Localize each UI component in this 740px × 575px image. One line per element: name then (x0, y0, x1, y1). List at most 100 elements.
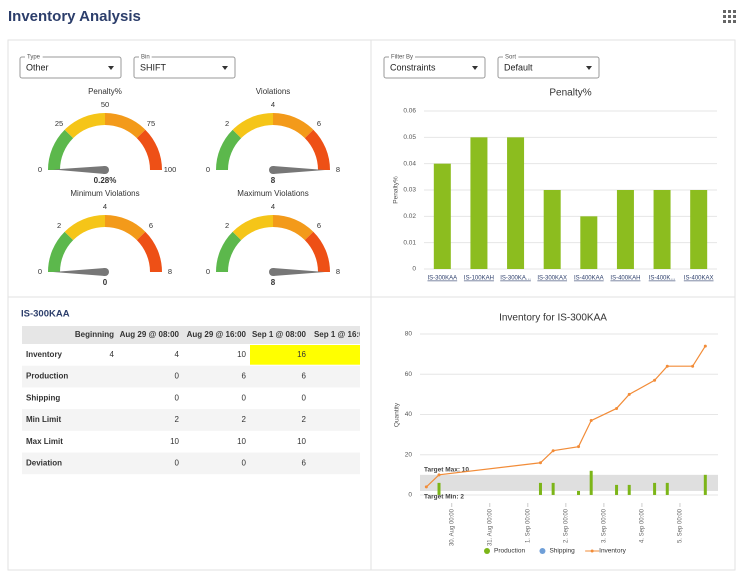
gauge-band (233, 113, 273, 138)
chart-title: Inventory for IS-300KAA (499, 313, 607, 324)
gauge-band (105, 113, 145, 138)
gauge-hub (269, 268, 277, 276)
gauge-hub (269, 166, 277, 174)
cell: 6 (242, 372, 247, 381)
gauge-tick-label: 50 (101, 100, 109, 109)
x-tick-label[interactable]: IS-400KAH (610, 276, 640, 282)
legend-label[interactable]: Production (494, 548, 525, 555)
bar (653, 483, 656, 495)
gauge-value: 8 (271, 278, 276, 287)
column-header: Sep 1 @ 08:00 (252, 330, 307, 339)
gauge-tick-label: 0 (38, 165, 42, 174)
x-tick-label[interactable]: IS-300KAA (427, 276, 457, 282)
select-label: Sort (505, 55, 516, 61)
cell: 0 (302, 393, 307, 402)
gauge-needle (53, 268, 105, 276)
y-tick-label: 0 (408, 492, 412, 499)
x-tick-label: 5. Sep 00:00 (678, 508, 684, 543)
y-tick-label: 0.03 (403, 187, 416, 194)
select-value: Other (26, 62, 49, 72)
gauge-value: 8 (271, 176, 276, 185)
y-tick-label: 0.01 (403, 239, 416, 246)
x-tick-label[interactable]: IS-400KAX (684, 276, 714, 282)
legend-label[interactable]: Inventory (599, 548, 626, 555)
cell: 16 (297, 350, 306, 359)
row-label: Shipping (26, 393, 60, 402)
gauge-hub (101, 166, 109, 174)
x-tick-label[interactable]: IS-300KAX (537, 276, 567, 282)
x-tick-label[interactable]: IS-300KA... (500, 276, 531, 282)
apps-menu[interactable] (723, 10, 736, 23)
gauge-band (305, 130, 330, 170)
y-tick-label: 0.06 (403, 108, 416, 115)
gauge-value: 0 (103, 278, 108, 287)
point (615, 407, 618, 410)
select-value: Constraints (390, 62, 436, 72)
gauge-tick-label: 4 (271, 202, 275, 211)
gauge-band (273, 113, 313, 138)
gauge-needle (53, 166, 105, 174)
point (704, 345, 707, 348)
row-label: Production (26, 372, 68, 381)
gauge-title: Violations (256, 87, 291, 96)
gauge-tick-label: 8 (336, 165, 340, 174)
gauge-title: Penalty% (88, 87, 122, 96)
x-tick-label: 2. Sep 00:00 (563, 508, 569, 543)
select-label: Type (27, 55, 41, 61)
gauge-band (216, 232, 241, 272)
y-tick-label: 0 (412, 266, 416, 273)
x-tick-label: 4. Sep 00:00 (639, 508, 645, 543)
y-tick-label: 0.04 (403, 160, 416, 167)
bar (615, 485, 618, 495)
row-bg (22, 409, 372, 431)
y-tick-label: 80 (405, 331, 413, 338)
gauge-band (273, 215, 313, 240)
column-header: Sep 1 @ 16:00 (314, 330, 369, 339)
bar (544, 190, 561, 269)
cell: 0 (242, 458, 247, 467)
legend-marker (484, 548, 490, 554)
cell: 0 (175, 372, 180, 381)
cell: 0 (242, 393, 247, 402)
column-header: Aug 29 @ 16:00 (187, 330, 247, 339)
cell: 6 (302, 458, 307, 467)
bar (434, 164, 451, 269)
cell: 2 (242, 415, 247, 424)
bar (617, 190, 634, 269)
gauge-tick-label: 4 (271, 100, 275, 109)
legend-marker (591, 550, 594, 553)
bar (438, 483, 441, 495)
cell: 10 (170, 437, 179, 446)
point (577, 445, 580, 448)
chart-title: Penalty% (549, 88, 591, 99)
x-tick-label[interactable]: IS-400K... (649, 276, 676, 282)
row-label: Inventory (26, 350, 63, 359)
bar (577, 491, 580, 495)
column-header: Aug 29 @ 08:00 (120, 330, 180, 339)
gauge-band (48, 232, 73, 272)
x-tick-label: 31. Aug 00:00 (487, 508, 493, 546)
gauge-needle (273, 268, 325, 276)
gauge-tick-label: 4 (103, 202, 107, 211)
select-value: SHIFT (140, 62, 167, 72)
row-label: Deviation (26, 458, 62, 467)
gauge-tick-label: 6 (317, 119, 321, 128)
column-header: Beginning (75, 330, 114, 339)
bar (470, 137, 487, 269)
gauge-band (233, 215, 273, 240)
bar (704, 475, 707, 495)
gauge-band (137, 130, 162, 170)
x-tick-label[interactable]: IS-400KAA (574, 276, 604, 282)
point (653, 379, 656, 382)
legend-marker (539, 548, 545, 554)
gauge-band (137, 232, 162, 272)
select-value: Default (504, 62, 533, 72)
x-tick-label: 3. Sep 00:00 (601, 508, 607, 543)
gauge-tick-label: 0 (38, 267, 42, 276)
legend-label[interactable]: Shipping (549, 548, 575, 555)
x-tick-label[interactable]: IS-100KAH (464, 276, 494, 282)
bar (590, 471, 593, 495)
cell: 4 (110, 350, 115, 359)
gauge-title: Maximum Violations (237, 189, 308, 198)
